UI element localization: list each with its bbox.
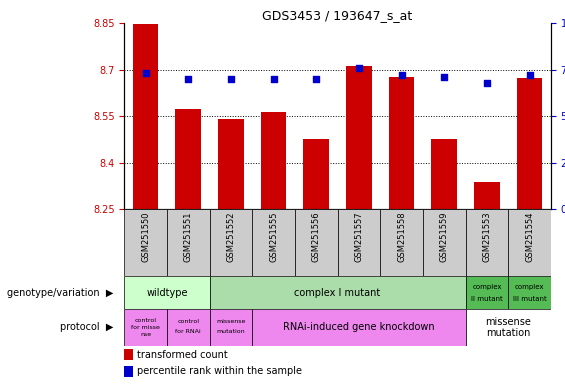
Bar (295, 209, 337, 276)
Bar (303, 139, 329, 209)
Bar (218, 119, 244, 209)
Bar (133, 24, 158, 209)
Text: GSM251559: GSM251559 (440, 211, 449, 262)
Point (440, 74, 449, 80)
Text: nse: nse (140, 332, 151, 337)
Bar (466, 309, 551, 346)
Bar (124, 349, 133, 360)
Bar (517, 78, 542, 209)
Text: missense: missense (216, 319, 246, 324)
Text: III mutant: III mutant (512, 296, 546, 302)
Text: mutation: mutation (216, 329, 245, 334)
Bar (432, 139, 457, 209)
Bar (508, 276, 551, 309)
Bar (167, 209, 210, 276)
Text: GSM251550: GSM251550 (141, 211, 150, 262)
Point (141, 70, 150, 76)
Text: percentile rank within the sample: percentile rank within the sample (137, 366, 302, 376)
Text: GSM251553: GSM251553 (483, 211, 492, 262)
Bar (466, 276, 509, 309)
Text: complex: complex (472, 284, 502, 290)
Point (525, 72, 534, 78)
Text: GSM251555: GSM251555 (269, 211, 278, 262)
Bar (261, 112, 286, 209)
Bar (124, 276, 210, 309)
Text: GSM251551: GSM251551 (184, 211, 193, 262)
Text: wildtype: wildtype (146, 288, 188, 298)
Bar (210, 276, 466, 309)
Text: GSM251558: GSM251558 (397, 211, 406, 262)
Bar (474, 182, 499, 209)
Point (227, 76, 236, 82)
Point (269, 76, 278, 82)
Bar (389, 77, 414, 209)
Point (184, 76, 193, 82)
Text: protocol  ▶: protocol ▶ (60, 322, 113, 333)
Text: GSM251554: GSM251554 (525, 211, 534, 262)
Text: GSM251557: GSM251557 (354, 211, 363, 262)
Bar (337, 209, 380, 276)
Bar (380, 209, 423, 276)
Point (483, 79, 492, 86)
Text: mutation: mutation (486, 328, 531, 338)
Text: control: control (177, 319, 199, 324)
Bar (423, 209, 466, 276)
Text: for misse: for misse (131, 325, 160, 330)
Title: GDS3453 / 193647_s_at: GDS3453 / 193647_s_at (263, 9, 412, 22)
Bar (124, 309, 167, 346)
Bar (252, 309, 466, 346)
Text: complex I mutant: complex I mutant (294, 288, 381, 298)
Bar (210, 209, 252, 276)
Text: missense: missense (485, 317, 531, 327)
Bar (124, 209, 167, 276)
Text: GSM251556: GSM251556 (312, 211, 321, 262)
Point (397, 72, 406, 78)
Bar (124, 366, 133, 377)
Bar (252, 209, 295, 276)
Text: control: control (134, 318, 157, 323)
Bar (176, 109, 201, 209)
Bar (466, 209, 509, 276)
Text: RNAi-induced gene knockdown: RNAi-induced gene knockdown (283, 322, 434, 333)
Bar (167, 309, 210, 346)
Bar (508, 209, 551, 276)
Text: for RNAi: for RNAi (176, 329, 201, 334)
Text: complex: complex (515, 284, 544, 290)
Bar (210, 309, 252, 346)
Point (354, 65, 363, 71)
Bar (346, 66, 372, 209)
Text: transformed count: transformed count (137, 349, 228, 359)
Text: II mutant: II mutant (471, 296, 503, 302)
Text: GSM251552: GSM251552 (227, 211, 236, 262)
Point (312, 76, 321, 82)
Text: genotype/variation  ▶: genotype/variation ▶ (7, 288, 113, 298)
